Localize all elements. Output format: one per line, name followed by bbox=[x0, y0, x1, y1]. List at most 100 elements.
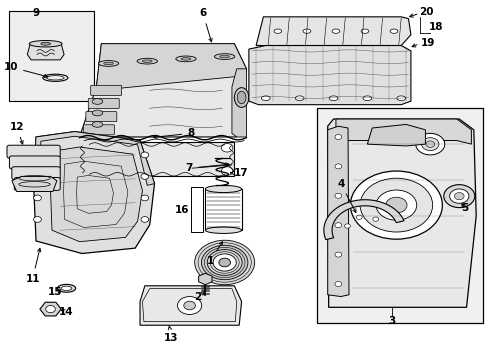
Ellipse shape bbox=[261, 96, 269, 100]
Text: 14: 14 bbox=[59, 307, 74, 317]
Circle shape bbox=[334, 282, 341, 287]
Bar bbox=[190, 187, 203, 232]
Polygon shape bbox=[27, 44, 64, 60]
Ellipse shape bbox=[396, 96, 405, 100]
Text: 6: 6 bbox=[199, 8, 212, 42]
Circle shape bbox=[81, 143, 92, 152]
Circle shape bbox=[34, 152, 41, 158]
Ellipse shape bbox=[92, 122, 102, 127]
Circle shape bbox=[183, 301, 195, 310]
FancyBboxPatch shape bbox=[7, 145, 60, 158]
FancyBboxPatch shape bbox=[86, 112, 117, 122]
Ellipse shape bbox=[237, 91, 245, 104]
FancyBboxPatch shape bbox=[88, 99, 119, 108]
Circle shape bbox=[177, 297, 201, 315]
Ellipse shape bbox=[362, 96, 371, 100]
Text: 16: 16 bbox=[175, 204, 189, 215]
Circle shape bbox=[34, 217, 41, 222]
Ellipse shape bbox=[92, 99, 102, 104]
Polygon shape bbox=[327, 119, 475, 307]
Circle shape bbox=[213, 254, 236, 271]
Ellipse shape bbox=[331, 29, 339, 33]
Polygon shape bbox=[140, 286, 241, 325]
Circle shape bbox=[334, 193, 341, 198]
Circle shape bbox=[141, 152, 148, 158]
Ellipse shape bbox=[205, 185, 241, 193]
Text: 2: 2 bbox=[194, 292, 204, 302]
Circle shape bbox=[207, 249, 242, 275]
Text: 8: 8 bbox=[153, 129, 194, 139]
Polygon shape bbox=[335, 119, 470, 144]
Circle shape bbox=[350, 171, 442, 239]
FancyBboxPatch shape bbox=[90, 85, 122, 95]
Circle shape bbox=[372, 217, 378, 221]
Ellipse shape bbox=[360, 29, 368, 33]
Circle shape bbox=[141, 174, 148, 179]
Ellipse shape bbox=[98, 60, 119, 66]
FancyBboxPatch shape bbox=[12, 167, 60, 180]
Text: 5: 5 bbox=[461, 203, 468, 213]
Text: 10: 10 bbox=[3, 62, 48, 77]
Text: 19: 19 bbox=[420, 38, 434, 48]
Circle shape bbox=[201, 245, 247, 280]
Circle shape bbox=[141, 195, 148, 201]
Circle shape bbox=[34, 195, 41, 201]
Bar bbox=[9, 12, 94, 101]
Ellipse shape bbox=[176, 56, 196, 62]
Ellipse shape bbox=[205, 227, 241, 233]
FancyBboxPatch shape bbox=[14, 177, 60, 190]
Circle shape bbox=[334, 223, 341, 228]
Ellipse shape bbox=[214, 54, 234, 59]
Text: 17: 17 bbox=[230, 168, 248, 178]
Polygon shape bbox=[80, 44, 246, 137]
Ellipse shape bbox=[142, 60, 152, 62]
Text: 13: 13 bbox=[164, 326, 178, 343]
Polygon shape bbox=[248, 45, 410, 105]
FancyBboxPatch shape bbox=[83, 125, 114, 135]
Circle shape bbox=[141, 217, 148, 222]
Polygon shape bbox=[231, 69, 246, 137]
Ellipse shape bbox=[181, 58, 190, 60]
Ellipse shape bbox=[92, 110, 102, 116]
Text: 11: 11 bbox=[25, 248, 41, 284]
Circle shape bbox=[453, 193, 463, 200]
Polygon shape bbox=[327, 126, 348, 297]
Ellipse shape bbox=[103, 62, 113, 65]
Circle shape bbox=[385, 197, 406, 213]
Ellipse shape bbox=[61, 286, 72, 291]
Circle shape bbox=[334, 252, 341, 257]
Ellipse shape bbox=[29, 41, 62, 47]
Polygon shape bbox=[323, 200, 403, 240]
Text: 20: 20 bbox=[419, 7, 433, 17]
Circle shape bbox=[334, 134, 341, 139]
Circle shape bbox=[415, 134, 444, 155]
Bar bbox=[205, 189, 241, 230]
Polygon shape bbox=[34, 132, 154, 253]
Circle shape bbox=[421, 138, 438, 150]
Ellipse shape bbox=[295, 96, 304, 100]
Polygon shape bbox=[366, 125, 425, 146]
Circle shape bbox=[219, 258, 230, 267]
Polygon shape bbox=[96, 44, 246, 90]
Circle shape bbox=[425, 141, 434, 147]
Circle shape bbox=[221, 167, 232, 175]
Circle shape bbox=[356, 215, 362, 219]
Ellipse shape bbox=[389, 29, 397, 33]
Circle shape bbox=[443, 185, 474, 208]
Circle shape bbox=[334, 164, 341, 169]
Circle shape bbox=[34, 174, 41, 179]
Ellipse shape bbox=[328, 96, 337, 100]
Circle shape bbox=[221, 143, 232, 152]
Text: 9: 9 bbox=[32, 8, 40, 18]
Ellipse shape bbox=[303, 29, 310, 33]
Circle shape bbox=[375, 190, 416, 220]
Ellipse shape bbox=[234, 87, 248, 107]
Text: 12: 12 bbox=[9, 122, 24, 144]
Text: 4: 4 bbox=[336, 179, 355, 212]
Polygon shape bbox=[12, 176, 57, 192]
Ellipse shape bbox=[137, 58, 157, 64]
Text: 15: 15 bbox=[48, 287, 62, 297]
Circle shape bbox=[359, 178, 432, 232]
Text: 18: 18 bbox=[428, 22, 443, 32]
Polygon shape bbox=[34, 132, 154, 185]
